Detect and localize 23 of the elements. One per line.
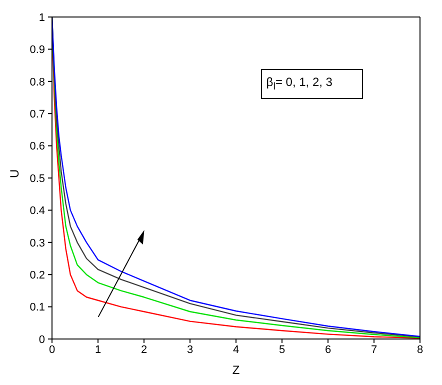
x-tick-label: 1 bbox=[94, 344, 102, 356]
x-tick-label: 4 bbox=[232, 344, 240, 356]
y-tick-label: 0.7 bbox=[30, 108, 45, 121]
y-tick-label: 0.4 bbox=[30, 205, 45, 218]
y-tick-label: 0.5 bbox=[30, 172, 45, 185]
x-tick-label: 3 bbox=[186, 344, 194, 356]
y-tick-label: 0.2 bbox=[30, 270, 45, 282]
y-tick-label: 0.3 bbox=[30, 237, 45, 250]
x-axis-title: Z bbox=[232, 363, 240, 377]
y-tick-label: 0 bbox=[38, 334, 45, 346]
x-tick-label: 2 bbox=[140, 344, 148, 356]
y-tick-label: 0.8 bbox=[30, 76, 45, 88]
x-tick-label: 0 bbox=[48, 344, 56, 356]
x-tick-label: 5 bbox=[278, 344, 286, 356]
y-tick-label: 1 bbox=[38, 12, 45, 24]
x-tick-label: 6 bbox=[324, 344, 332, 356]
y-tick-label: 0.6 bbox=[30, 140, 45, 153]
y-axis-title: U bbox=[7, 169, 22, 178]
y-tick-label: 0.1 bbox=[30, 302, 45, 314]
x-tick-label: 7 bbox=[370, 344, 378, 356]
x-tick-label: 8 bbox=[416, 344, 424, 356]
y-tick-label: 0.9 bbox=[30, 44, 45, 56]
annotation: β$_{l}$= 0, 1, 2, 3 bbox=[261, 68, 364, 99]
